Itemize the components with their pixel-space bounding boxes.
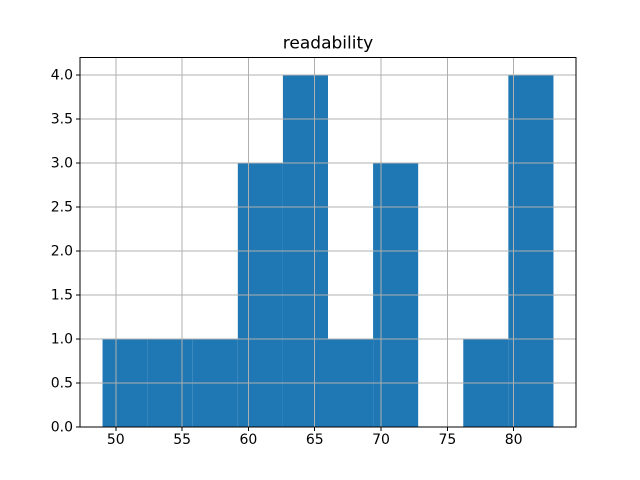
y-tick-label: 1.0 [51, 332, 73, 348]
x-tick-label: 80 [505, 432, 523, 448]
chart-title: readability [283, 34, 373, 54]
x-tick-label: 70 [372, 432, 390, 448]
axes-spines [79, 57, 577, 428]
y-tick-label: 3.5 [51, 112, 73, 128]
x-tick-label: 75 [438, 432, 456, 448]
y-tick-label: 1.5 [51, 288, 73, 304]
y-tick-label: 2.0 [51, 244, 73, 260]
tick-labels-layer: 50 55 60 65 70 75 80 0.0 0.5 1.0 1.5 2.0 2.5 3.0 3.5 4.… [51, 68, 523, 449]
x-tick-label: 65 [306, 432, 324, 448]
x-tick-label: 55 [173, 432, 191, 448]
y-tick-label: 4.0 [51, 68, 73, 84]
y-tick-label: 2.5 [51, 200, 73, 216]
y-tick-label: 0.0 [51, 420, 73, 436]
x-tick-label: 50 [107, 432, 125, 448]
ticks-layer [76, 74, 515, 432]
y-tick-label: 3.0 [51, 156, 73, 172]
x-tick-label: 60 [240, 432, 258, 448]
y-tick-label: 0.5 [51, 376, 73, 392]
